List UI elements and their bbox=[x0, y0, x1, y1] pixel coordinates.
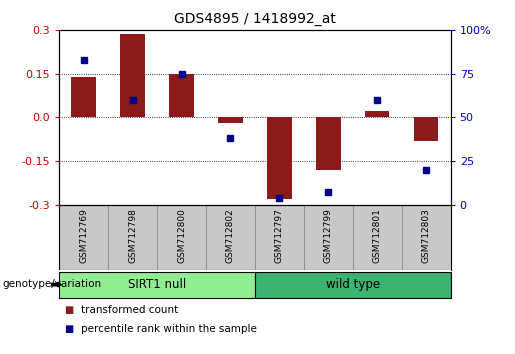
Text: wild type: wild type bbox=[325, 278, 380, 291]
Title: GDS4895 / 1418992_at: GDS4895 / 1418992_at bbox=[174, 12, 336, 26]
Bar bbox=[255, 272, 451, 298]
Text: GSM712798: GSM712798 bbox=[128, 208, 137, 263]
Text: GSM712769: GSM712769 bbox=[79, 208, 88, 263]
Text: GSM712799: GSM712799 bbox=[324, 208, 333, 263]
Text: GSM712802: GSM712802 bbox=[226, 208, 235, 263]
Text: ■: ■ bbox=[64, 324, 74, 334]
Text: SIRT1 null: SIRT1 null bbox=[128, 278, 186, 291]
Bar bbox=[59, 272, 255, 298]
Bar bbox=[218, 118, 243, 123]
Bar bbox=[169, 74, 194, 118]
Text: GSM712803: GSM712803 bbox=[422, 208, 431, 263]
Text: genotype/variation: genotype/variation bbox=[3, 279, 101, 289]
Bar bbox=[414, 118, 438, 141]
Bar bbox=[316, 118, 340, 170]
Text: ■: ■ bbox=[64, 305, 74, 315]
Bar bbox=[365, 111, 389, 118]
Text: GSM712797: GSM712797 bbox=[275, 208, 284, 263]
Bar bbox=[267, 118, 291, 199]
Text: percentile rank within the sample: percentile rank within the sample bbox=[81, 324, 257, 334]
Bar bbox=[121, 34, 145, 118]
Text: transformed count: transformed count bbox=[81, 305, 178, 315]
Text: GSM712800: GSM712800 bbox=[177, 208, 186, 263]
Text: GSM712801: GSM712801 bbox=[373, 208, 382, 263]
Bar bbox=[72, 76, 96, 118]
